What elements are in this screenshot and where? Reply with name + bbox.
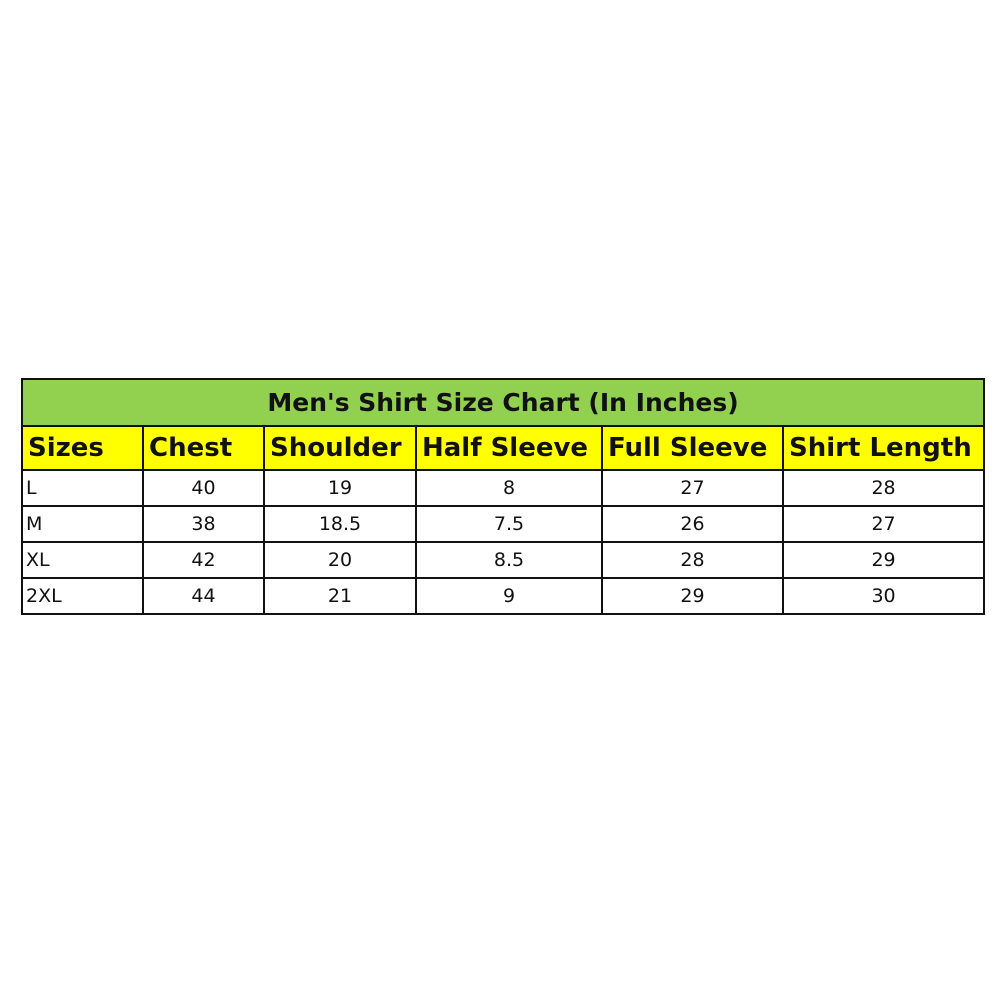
size-cell: L (21, 469, 144, 507)
half-sleeve-cell: 8 (415, 469, 603, 507)
chest-cell: 38 (142, 505, 265, 543)
shirt-length-cell: 30 (781, 577, 986, 615)
size-chart-table: Men's Shirt Size Chart (In Inches) Sizes… (20, 378, 986, 615)
full-sleeve-cell: 29 (601, 577, 784, 615)
shirt-length-cell: 27 (781, 505, 986, 543)
table-row: L 40 19 8 27 28 (21, 469, 986, 507)
title-row: Men's Shirt Size Chart (In Inches) (20, 378, 986, 427)
header-shoulder: Shoulder (263, 425, 417, 471)
half-sleeve-cell: 9 (415, 577, 603, 615)
shirt-length-cell: 29 (781, 541, 986, 579)
header-half-sleeve: Half Sleeve (415, 425, 603, 471)
half-sleeve-cell: 8.5 (415, 541, 603, 579)
shoulder-cell: 19 (263, 469, 417, 507)
shoulder-cell: 18.5 (263, 505, 417, 543)
size-cell: M (21, 505, 144, 543)
chest-cell: 42 (142, 541, 265, 579)
full-sleeve-cell: 26 (601, 505, 784, 543)
chest-cell: 40 (142, 469, 265, 507)
header-sizes: Sizes (21, 425, 144, 471)
table-row: 2XL 44 21 9 29 30 (21, 577, 986, 615)
header-full-sleeve: Full Sleeve (601, 425, 784, 471)
half-sleeve-cell: 7.5 (415, 505, 603, 543)
size-cell: XL (21, 541, 144, 579)
chart-title: Men's Shirt Size Chart (In Inches) (20, 378, 986, 427)
shirt-length-cell: 28 (781, 469, 986, 507)
header-chest: Chest (142, 425, 265, 471)
size-cell: 2XL (21, 577, 144, 615)
chest-cell: 44 (142, 577, 265, 615)
table-row: XL 42 20 8.5 28 29 (21, 541, 986, 579)
full-sleeve-cell: 27 (601, 469, 784, 507)
full-sleeve-cell: 28 (601, 541, 784, 579)
header-shirt-length: Shirt Length (781, 425, 986, 471)
shoulder-cell: 20 (263, 541, 417, 579)
shoulder-cell: 21 (263, 577, 417, 615)
header-row: Sizes Chest Shoulder Half Sleeve Full Sl… (21, 425, 986, 471)
table-row: M 38 18.5 7.5 26 27 (21, 505, 986, 543)
